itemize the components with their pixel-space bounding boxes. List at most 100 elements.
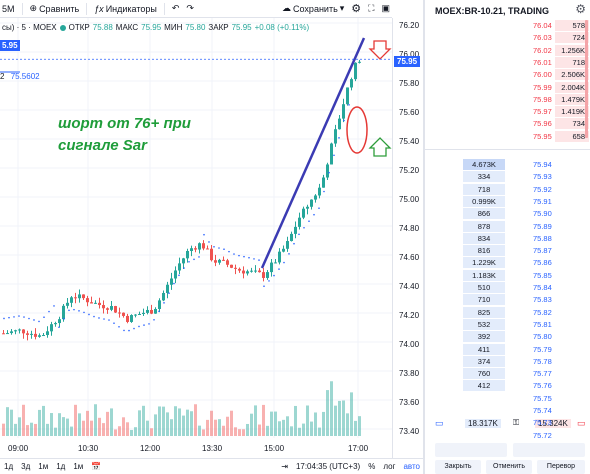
bid-row[interactable]: 75.87 816 (425, 245, 590, 257)
range-button[interactable]: 1д (56, 462, 66, 471)
bid-row[interactable]: 75.80 392 (425, 331, 590, 343)
range-button[interactable]: 3д (21, 462, 31, 471)
clock-label[interactable]: 17:04:35 (UTC+3) (295, 462, 361, 471)
fullscreen-button[interactable]: ⛶ (368, 3, 374, 14)
lock-icon[interactable]: ⚿ (513, 418, 520, 427)
bid-row[interactable]: 75.88 834 (425, 232, 590, 245)
volume-bar (238, 429, 241, 436)
time-axis[interactable]: 09:00 10:30 12:00 13:30 15:00 17:00 (0, 442, 392, 456)
indicators-button[interactable]: ƒx Индикаторы (94, 4, 157, 14)
undo-button[interactable]: ↶ (172, 3, 180, 14)
bid-price: 75.90 (533, 209, 552, 219)
sar-dot (253, 258, 255, 260)
volume-bar (302, 423, 305, 436)
settings-button[interactable]: ⚙ (351, 2, 361, 15)
ask-price: 76.00 (533, 70, 552, 80)
bid-row[interactable]: 75.79 411 (425, 343, 590, 356)
bid-row[interactable]: 75.84 510 (425, 282, 590, 294)
bid-size: 760 (463, 368, 505, 380)
bid-row[interactable]: 75.82 825 (425, 306, 590, 319)
cancel-orders-button[interactable]: Отменить (486, 460, 532, 474)
annotation-line-2: сигнале Sar (58, 137, 147, 154)
ask-row[interactable]: 76.03 724 (425, 32, 590, 44)
bid-row[interactable]: 75.89 878 (425, 220, 590, 233)
volume-bar (310, 421, 313, 436)
volume-bar (106, 411, 109, 436)
sar-dot (328, 171, 330, 174)
sar-dot (68, 309, 70, 312)
snapshot-button[interactable]: ▣ (381, 3, 390, 14)
ask-row[interactable]: 76.04 578 (425, 20, 590, 32)
indicators-label: Индикаторы (105, 3, 157, 14)
ask-row[interactable]: 76.00 2.506K (425, 69, 590, 81)
ask-row[interactable]: 76.01 718 (425, 56, 590, 69)
bid-row[interactable]: 75.77 760 (425, 368, 590, 380)
ask-row[interactable]: 75.98 1.479K (425, 93, 590, 106)
sar-dot (238, 254, 240, 257)
close-position-button[interactable]: Закрыть (435, 460, 481, 474)
dom-scrollbar[interactable] (585, 20, 588, 138)
bid-row[interactable]: 75.75 (425, 393, 590, 405)
candle-body (270, 262, 273, 273)
range-button[interactable]: 1м (73, 462, 84, 471)
volume-bar (102, 423, 105, 436)
bid-total-icon: ▭ (435, 418, 444, 428)
ask-row[interactable]: 75.95 658 (425, 130, 590, 143)
bid-row[interactable]: 75.72 (425, 430, 590, 442)
dom-blank-button-2[interactable] (513, 443, 585, 457)
range-button[interactable]: 1д (4, 462, 14, 471)
chart-annotation[interactable]: шорт от 76+ при сигнале Sar (58, 113, 191, 157)
candle-body (94, 302, 97, 304)
candle-body (90, 302, 93, 304)
bid-row[interactable]: 75.91 0.999K (425, 195, 590, 208)
bid-row[interactable]: 75.85 1.183K (425, 269, 590, 282)
save-button[interactable]: ☁ Сохранить ▾ (282, 3, 344, 14)
ask-row[interactable]: 75.99 2.004K (425, 81, 590, 94)
candle-body (114, 306, 117, 313)
bid-row[interactable]: 75.83 710 (425, 294, 590, 306)
sar-dot (293, 242, 295, 245)
log-toggle[interactable]: лог (383, 462, 396, 471)
candle-body (262, 272, 265, 278)
chart-pane[interactable] (0, 18, 392, 458)
dom-blank-button-1[interactable] (435, 443, 507, 457)
redo-button[interactable]: ↷ (186, 3, 194, 14)
auto-toggle[interactable]: авто (403, 462, 420, 471)
reverse-position-button[interactable]: Перевор (537, 460, 585, 474)
ask-row[interactable]: 75.97 1.419K (425, 106, 590, 118)
volume-bar (94, 404, 97, 436)
range-button[interactable]: 1м (38, 462, 49, 471)
bid-row[interactable]: 75.81 532 (425, 318, 590, 331)
interval-button[interactable]: 5М (2, 4, 15, 14)
percent-toggle[interactable]: % (368, 462, 376, 471)
bid-price: 75.78 (533, 356, 552, 366)
sar-dot (348, 104, 350, 106)
bid-row[interactable]: 75.93 334 (425, 171, 590, 183)
volume-bar (162, 406, 165, 436)
price-chart[interactable] (0, 18, 392, 458)
sar-dot (173, 282, 175, 285)
volume-bar (266, 425, 269, 436)
ask-row[interactable]: 76.02 1.256K (425, 44, 590, 57)
price-axis[interactable]: 76.20 76.00 75.80 75.60 75.40 75.20 75.00 74.80… (392, 18, 423, 458)
sar-dot (38, 320, 40, 323)
go-to-date-icon[interactable]: ⇥ (281, 462, 288, 471)
calendar-icon[interactable]: 📅 (91, 462, 102, 471)
bid-row[interactable]: 75.94 4.673K (425, 159, 590, 171)
volume-bar (330, 381, 333, 436)
gear-icon[interactable]: ⚙ (575, 2, 586, 16)
bid-row[interactable]: 75.86 1.229K (425, 257, 590, 269)
bid-row[interactable]: 75.78 374 (425, 355, 590, 368)
volume-bar (218, 419, 221, 436)
bid-row[interactable]: 75.90 866 (425, 208, 590, 220)
volume-bar (206, 419, 209, 436)
bid-row[interactable]: 75.92 718 (425, 183, 590, 196)
bid-row[interactable]: 75.76 412 (425, 380, 590, 392)
compare-button[interactable]: ⊕ Сравнить (30, 3, 80, 14)
panel-divider[interactable] (423, 0, 425, 474)
bid-row[interactable]: 75.73 (425, 417, 590, 429)
up-arrow-icon (368, 137, 392, 157)
candle-body (98, 302, 101, 306)
bid-row[interactable]: 75.74 (425, 405, 590, 417)
ask-row[interactable]: 75.96 734 (425, 118, 590, 130)
